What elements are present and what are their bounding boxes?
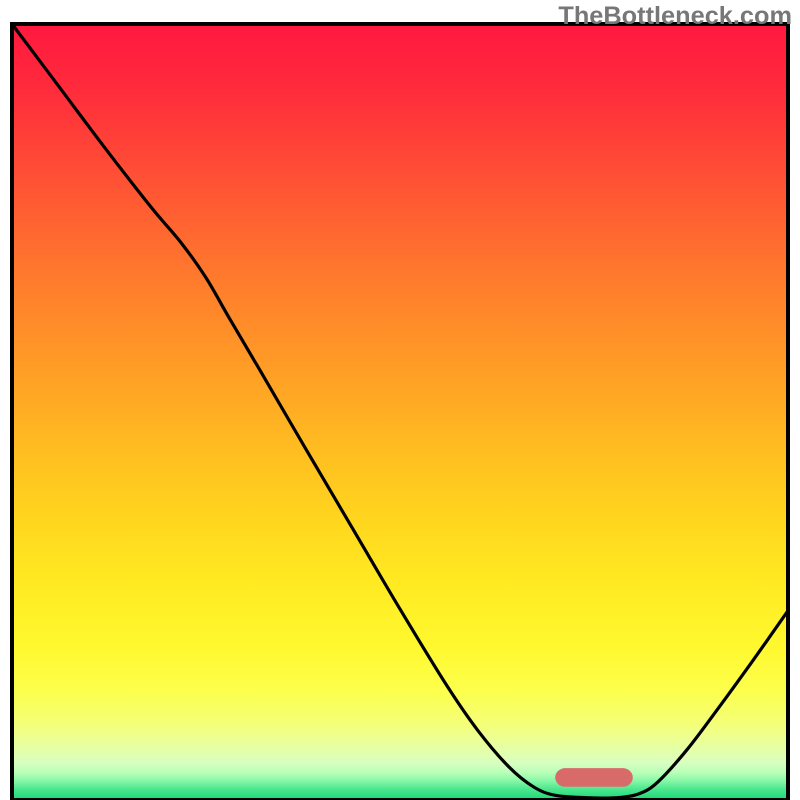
bottleneck-chart: TheBottleneck.com: [0, 0, 800, 800]
watermark-text: TheBottleneck.com: [558, 2, 792, 31]
gradient-background: [12, 24, 788, 800]
plot-svg: [0, 0, 800, 800]
valley-marker: [555, 768, 633, 787]
